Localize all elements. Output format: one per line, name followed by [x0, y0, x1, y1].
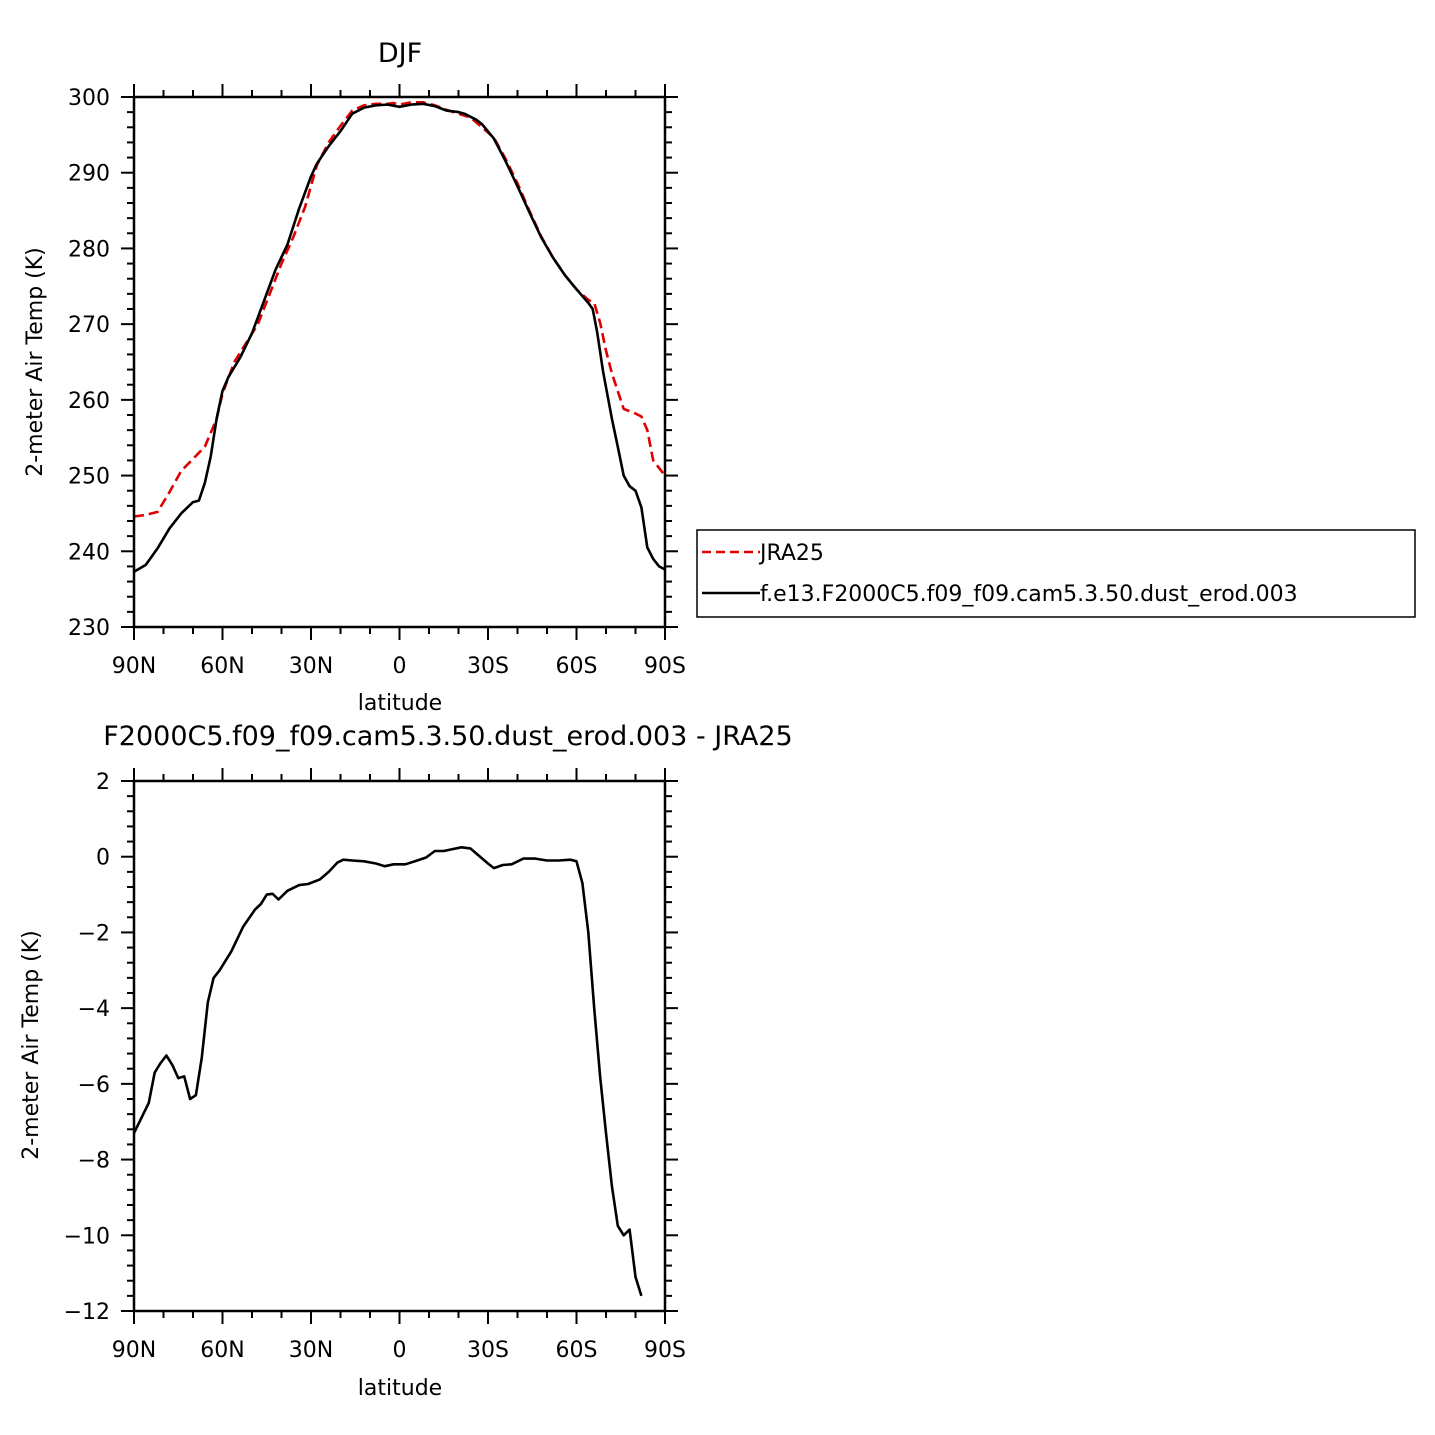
temperature-panel: DJF 2-meter Air Temp (K) latitude 90N 60N… [23, 38, 686, 716]
x-tick-label: 0 [393, 1338, 407, 1363]
x-tick-label: 30S [467, 654, 509, 679]
x-tick-label: 30N [289, 1338, 333, 1363]
y-tick-label: 0 [96, 846, 110, 871]
y-tick-label: −6 [78, 1073, 110, 1098]
legend: JRA25 f.e13.F2000C5.f09_f09.cam5.3.50.du… [696, 529, 1416, 618]
axis-ticks [121, 84, 678, 640]
legend-label-jra25: JRA25 [758, 541, 824, 566]
series-line-f-e13-f2000c5-f09-f09-cam5-3-50-dust-erod-003 [133, 102, 666, 573]
top-chart-title: DJF [378, 38, 422, 69]
x-tick-label: 90S [644, 1338, 686, 1363]
x-tick-label: 30N [289, 654, 333, 679]
x-tick-label: 0 [393, 654, 407, 679]
y-tick-label: 270 [68, 313, 110, 338]
x-tick-label: 60S [556, 1338, 598, 1363]
plot-frame [132, 95, 667, 629]
y-tick-label: −4 [78, 997, 110, 1022]
y-tick-label: 290 [68, 162, 110, 187]
x-tick-label: 90N [112, 1338, 156, 1363]
top-y-axis-label: 2-meter Air Temp (K) [23, 247, 48, 477]
y-tick-label: 260 [68, 389, 110, 414]
axis-ticks [121, 768, 678, 1324]
y-tick-label: 240 [68, 540, 110, 565]
bottom-x-axis-label: latitude [358, 1376, 442, 1401]
x-tick-label: 60N [200, 1338, 244, 1363]
difference-panel: F2000C5.f09_f09.cam5.3.50.dust_erod.003 … [19, 721, 793, 1401]
y-tick-label: −8 [78, 1149, 110, 1174]
legend-label-model: f.e13.F2000C5.f09_f09.cam5.3.50.dust_ero… [760, 582, 1298, 607]
top-x-axis-label: latitude [358, 691, 442, 716]
legend-box [696, 529, 1416, 618]
x-tick-label: 90N [112, 654, 156, 679]
top-chart-marks: 90N 60N 30N 0 30S 60S 90S 300 290 280 270 260 250 240… [68, 84, 686, 679]
y-tick-label: 250 [68, 465, 110, 490]
x-tick-label: 60S [556, 654, 598, 679]
y-tick-label: 280 [68, 237, 110, 262]
bottom-y-axis-label: 2-meter Air Temp (K) [19, 930, 44, 1160]
y-tick-label: 2 [96, 770, 110, 795]
y-tick-label: −10 [64, 1224, 110, 1249]
series-line-difference [132, 846, 643, 1297]
y-tick-label: 230 [68, 616, 110, 641]
series-line-jra25 [133, 101, 667, 518]
bottom-chart-title: F2000C5.f09_f09.cam5.3.50.dust_erod.003 … [103, 721, 792, 752]
x-tick-label: 60N [200, 654, 244, 679]
x-tick-label: 90S [644, 654, 686, 679]
bottom-chart-marks: 90N 60N 30N 0 30S 60S 90S 2 0 −2 −4 −6 −8 −10 −12 [64, 768, 686, 1363]
y-tick-label: −12 [64, 1300, 110, 1325]
y-tick-label: 300 [68, 86, 110, 111]
plot-frame [132, 779, 667, 1313]
x-tick-label: 30S [467, 1338, 509, 1363]
y-tick-label: −2 [78, 921, 110, 946]
